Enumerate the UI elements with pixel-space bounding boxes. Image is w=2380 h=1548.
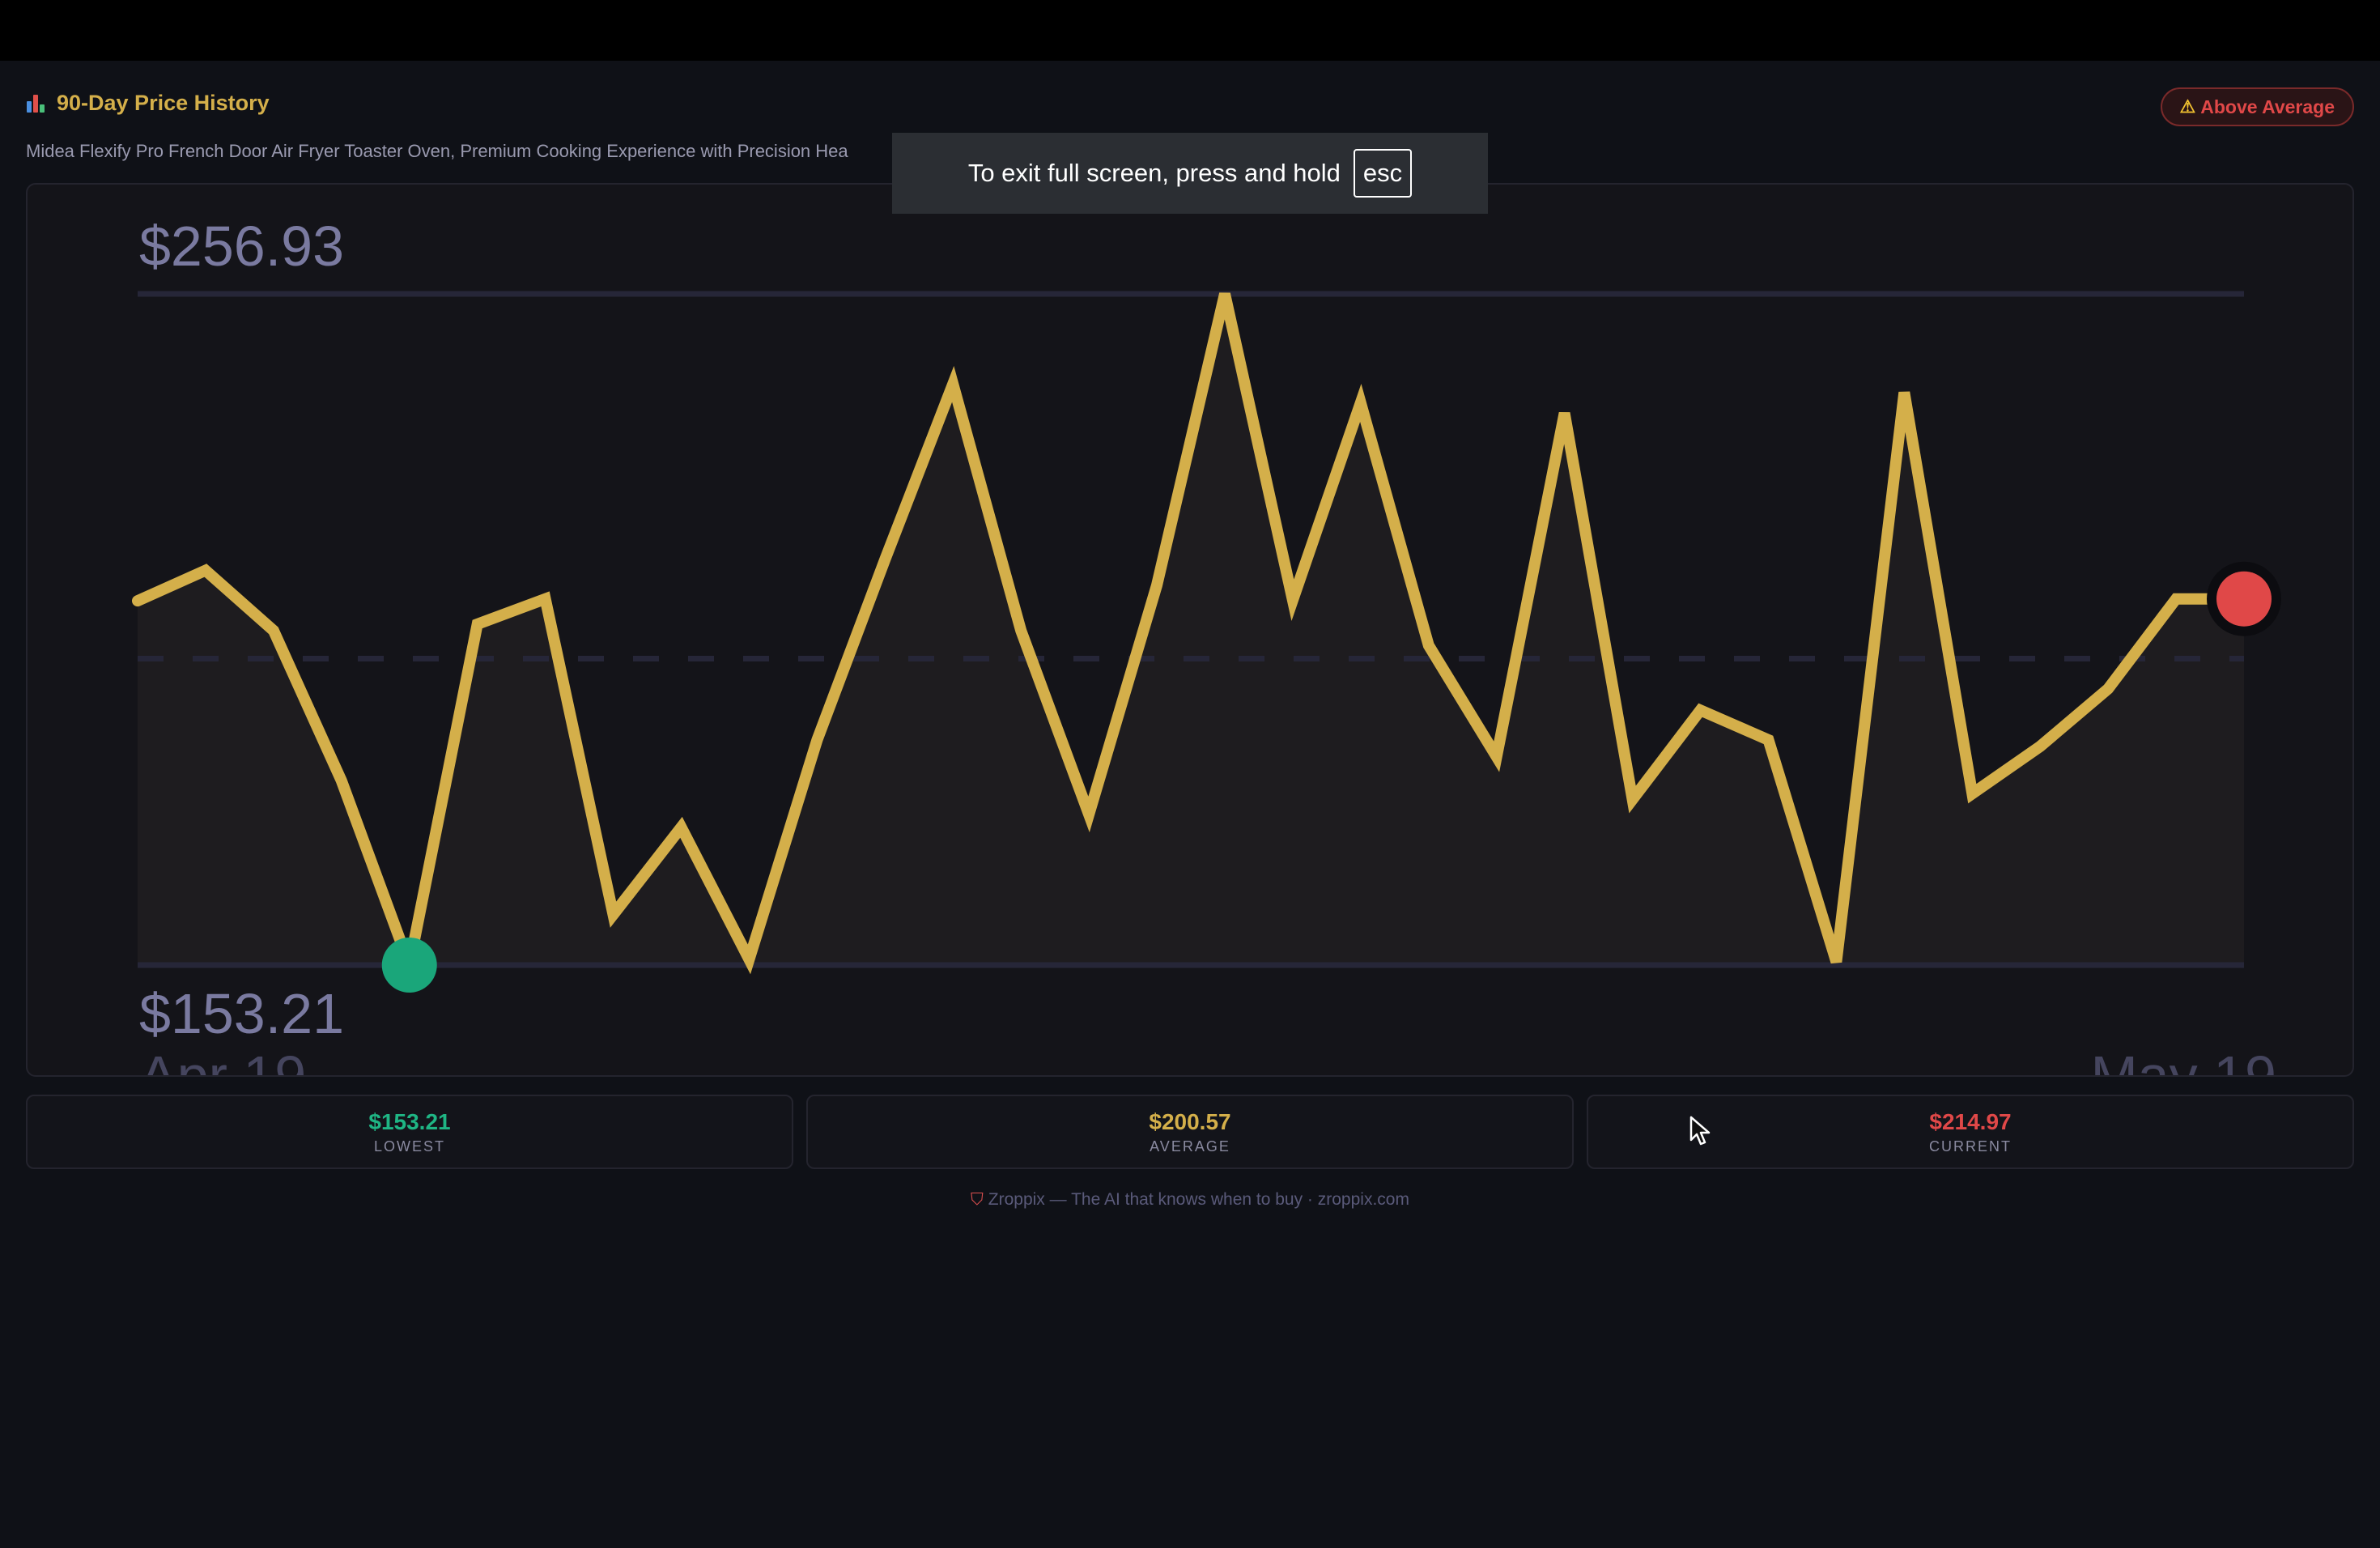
esc-key: esc [1353,149,1413,198]
shield-icon: ⛉ [971,1190,984,1209]
page-title: 90-Day Price History [57,91,270,115]
fullscreen-notice-text: To exit full screen, press and hold [967,159,1341,187]
stat-lowest-value: $153.21 [368,1108,451,1134]
price-area-fill [138,294,2244,965]
x-start-label: Apr 19 [139,1044,306,1075]
footer: ⛉ Zroppix — The AI that knows when to buy… [0,1190,2380,1210]
mouse-cursor-icon [1689,1116,1711,1146]
stat-current-label: CURRENT [1929,1138,2012,1155]
product-name: Midea Flexify Pro French Door Air Fryer … [26,141,848,161]
stat-lowest: $153.21 LOWEST [26,1095,793,1169]
bar-chart-icon [26,93,47,114]
stat-current: $214.97 CURRENT [1587,1095,2354,1169]
browser-top-bar [0,0,2380,61]
lowest-price-marker [381,938,437,993]
above-average-badge: ⚠ Above Average [2160,87,2354,126]
badge-label: Above Average [2200,96,2335,117]
fullscreen-exit-notice: To exit full screen, press and hold esc [892,133,1488,214]
title-group: 90-Day Price History [26,91,270,116]
footer-text: Zroppix — The AI that knows when to buy … [988,1190,1409,1209]
price-chart-card: $256.93 $153.21Apr 19 May 19 [26,183,2354,1077]
stat-average-label: AVERAGE [1150,1138,1230,1155]
current-price-marker [2216,571,2272,627]
page-header: 90-Day Price History ⚠ Above Average [26,87,2354,126]
warning-icon: ⚠ [2179,96,2196,117]
y-max-label: $256.93 [139,215,344,278]
stats-row: $153.21 LOWEST $200.57 AVERAGE $214.97 C… [26,1095,2354,1169]
y-min-label: $153.21 [139,982,344,1045]
stat-average: $200.57 AVERAGE [806,1095,1574,1169]
stat-current-value: $214.97 [1929,1108,2012,1134]
price-chart: $256.93 $153.21Apr 19 May 19 [132,215,2281,1075]
price-series-line [132,292,2250,986]
stat-average-value: $200.57 [1149,1108,1231,1134]
x-end-label: May 19 [2090,1044,2276,1075]
stat-lowest-label: LOWEST [373,1138,445,1155]
